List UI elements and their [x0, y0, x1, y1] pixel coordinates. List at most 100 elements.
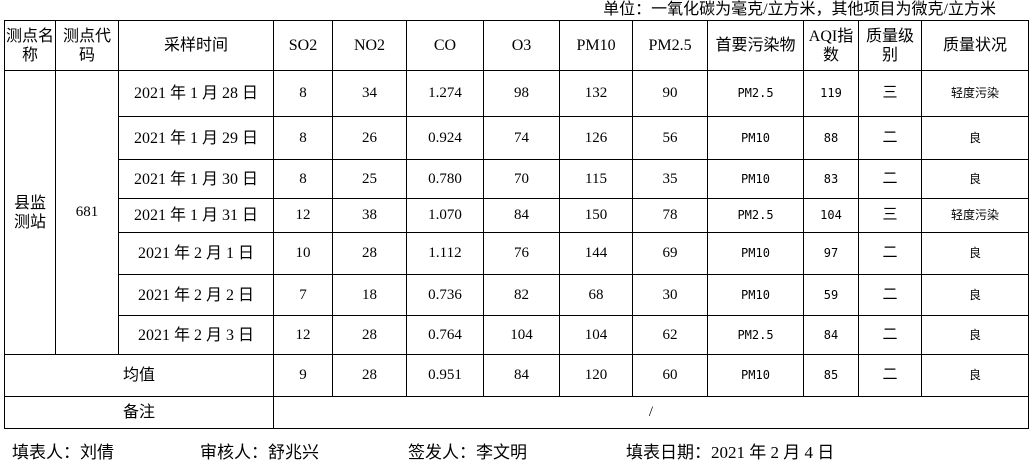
cell-primary: PM2.5 — [707, 315, 804, 355]
average-no2: 28 — [332, 354, 407, 397]
cell-so2: 10 — [273, 232, 333, 275]
cell-pm25: 69 — [632, 232, 708, 275]
table-row: 2021 年 2 月 2 日 7 18 0.736 82 68 30 PM10 59 二良 — [5, 274, 1029, 316]
sample-date: 2021 年 1 月 29 日 — [118, 116, 274, 160]
cell-status: 良 — [921, 232, 1029, 275]
cell-no2: 18 — [332, 274, 407, 316]
sample-date: 2021 年 1 月 28 日 — [118, 70, 274, 117]
sample-date: 2021 年 2 月 3 日 — [118, 315, 274, 355]
cell-o3: 82 — [483, 274, 560, 316]
cell-pm10: 104 — [559, 315, 633, 355]
cell-co: 0.924 — [406, 116, 484, 160]
cell-pm10: 132 — [559, 70, 633, 117]
table-row: 2021 年 2 月 1 日 10 28 1.112 76 144 69 PM10 97 二良 — [5, 232, 1029, 275]
cell-o3: 84 — [483, 198, 560, 233]
cell-no2: 34 — [332, 70, 407, 117]
cell-o3: 98 — [483, 70, 560, 117]
header-level: 质量级别 — [858, 20, 922, 71]
header-sample-time: 采样时间 — [118, 20, 274, 71]
cell-so2: 7 — [273, 274, 333, 316]
average-label: 均值 — [4, 354, 274, 397]
cell-aqi: 59 — [803, 274, 859, 316]
average-aqi: 85 — [803, 354, 859, 397]
header-aqi: AQI指数 — [803, 20, 859, 71]
average-o3: 84 — [483, 354, 560, 397]
cell-aqi: 83 — [803, 159, 859, 199]
header-station-name: 测点名称 — [4, 20, 56, 71]
cell-status: 良 — [921, 116, 1029, 160]
cell-co: 0.780 — [406, 159, 484, 199]
average-pm10: 120 — [559, 354, 633, 397]
reviewer: 审核人：舒兆兴 — [200, 443, 319, 462]
cell-level: 三 — [858, 70, 922, 117]
cell-co: 0.764 — [406, 315, 484, 355]
sample-date: 2021 年 1 月 30 日 — [118, 159, 274, 199]
header-so2: SO2 — [273, 20, 333, 71]
station-name: 县监测站 — [4, 70, 56, 355]
cell-primary: PM10 — [707, 232, 804, 275]
cell-level: 二 — [858, 315, 922, 355]
table-row: 2021 年 2 月 3 日 12 28 0.764 104 104 62 PM2.5 84 二良 — [5, 315, 1029, 355]
cell-level: 二 — [858, 274, 922, 316]
header-pm25: PM2.5 — [632, 20, 708, 71]
header-status: 质量状况 — [921, 20, 1029, 71]
average-co: 0.951 — [406, 354, 484, 397]
header-row: 测点名称 测点代码 采样时间 SO2 NO2 CO O3 PM10 PM2.5 … — [4, 20, 1029, 71]
cell-so2: 12 — [273, 315, 333, 355]
cell-level: 二 — [858, 116, 922, 160]
cell-pm10: 126 — [559, 116, 633, 160]
cell-no2: 38 — [332, 198, 407, 233]
cell-pm25: 35 — [632, 159, 708, 199]
cell-primary: PM10 — [707, 116, 804, 160]
cell-status: 良 — [921, 274, 1029, 316]
cell-pm25: 56 — [632, 116, 708, 160]
cell-co: 1.070 — [406, 198, 484, 233]
header-primary-pollutant: 首要污染物 — [707, 20, 804, 71]
sample-date: 2021 年 1 月 31 日 — [118, 198, 274, 233]
cell-pm10: 150 — [559, 198, 633, 233]
cell-no2: 28 — [332, 315, 407, 355]
cell-no2: 28 — [332, 232, 407, 275]
cell-level: 三 — [858, 198, 922, 233]
cell-status: 良 — [921, 315, 1029, 355]
cell-level: 二 — [858, 159, 922, 199]
cell-o3: 104 — [483, 315, 560, 355]
remarks-label: 备注 — [4, 396, 274, 429]
cell-status: 轻度污染 — [921, 198, 1029, 233]
cell-co: 0.736 — [406, 274, 484, 316]
cell-o3: 74 — [483, 116, 560, 160]
average-pm25: 60 — [632, 354, 708, 397]
cell-so2: 8 — [273, 70, 333, 117]
average-status: 良 — [921, 354, 1029, 397]
cell-pm25: 90 — [632, 70, 708, 117]
cell-primary: PM2.5 — [707, 70, 804, 117]
remarks-value: / — [273, 396, 1029, 429]
cell-o3: 70 — [483, 159, 560, 199]
cell-primary: PM2.5 — [707, 198, 804, 233]
sample-date: 2021 年 2 月 1 日 — [118, 232, 274, 275]
cell-primary: PM10 — [707, 159, 804, 199]
cell-co: 1.274 — [406, 70, 484, 117]
sample-date: 2021 年 2 月 2 日 — [118, 274, 274, 316]
header-station-code: 测点代码 — [55, 20, 119, 71]
header-co: CO — [406, 20, 484, 71]
cell-primary: PM10 — [707, 274, 804, 316]
cell-so2: 8 — [273, 159, 333, 199]
cell-aqi: 88 — [803, 116, 859, 160]
cell-no2: 26 — [332, 116, 407, 160]
average-row: 均值 9 28 0.951 84 120 60 PM10 85 二良 — [4, 354, 1029, 397]
average-primary: PM10 — [707, 354, 804, 397]
station-code: 681 — [55, 70, 119, 355]
filler: 填表人：刘倩 — [12, 443, 114, 462]
footer: 填表人：刘倩 审核人：舒兆兴 签发人：李文明 填表日期：2021 年 2 月 4… — [12, 438, 834, 463]
air-quality-table: 测点名称 测点代码 采样时间 SO2 NO2 CO O3 PM10 PM2.5 … — [4, 20, 1029, 429]
table-row: 2021 年 1 月 31 日 12 38 1.070 84 150 78 PM2.5 104 三… — [5, 198, 1029, 233]
header-no2: NO2 — [332, 20, 407, 71]
average-so2: 9 — [273, 354, 333, 397]
cell-o3: 76 — [483, 232, 560, 275]
cell-no2: 25 — [332, 159, 407, 199]
cell-aqi: 97 — [803, 232, 859, 275]
issuer: 签发人：李文明 — [408, 443, 527, 462]
table-row: 县监测站 681 2021 年 1 月 28 日 8 34 1.274 98 132 90 PM2… — [4, 70, 1029, 355]
cell-aqi: 119 — [803, 70, 859, 117]
